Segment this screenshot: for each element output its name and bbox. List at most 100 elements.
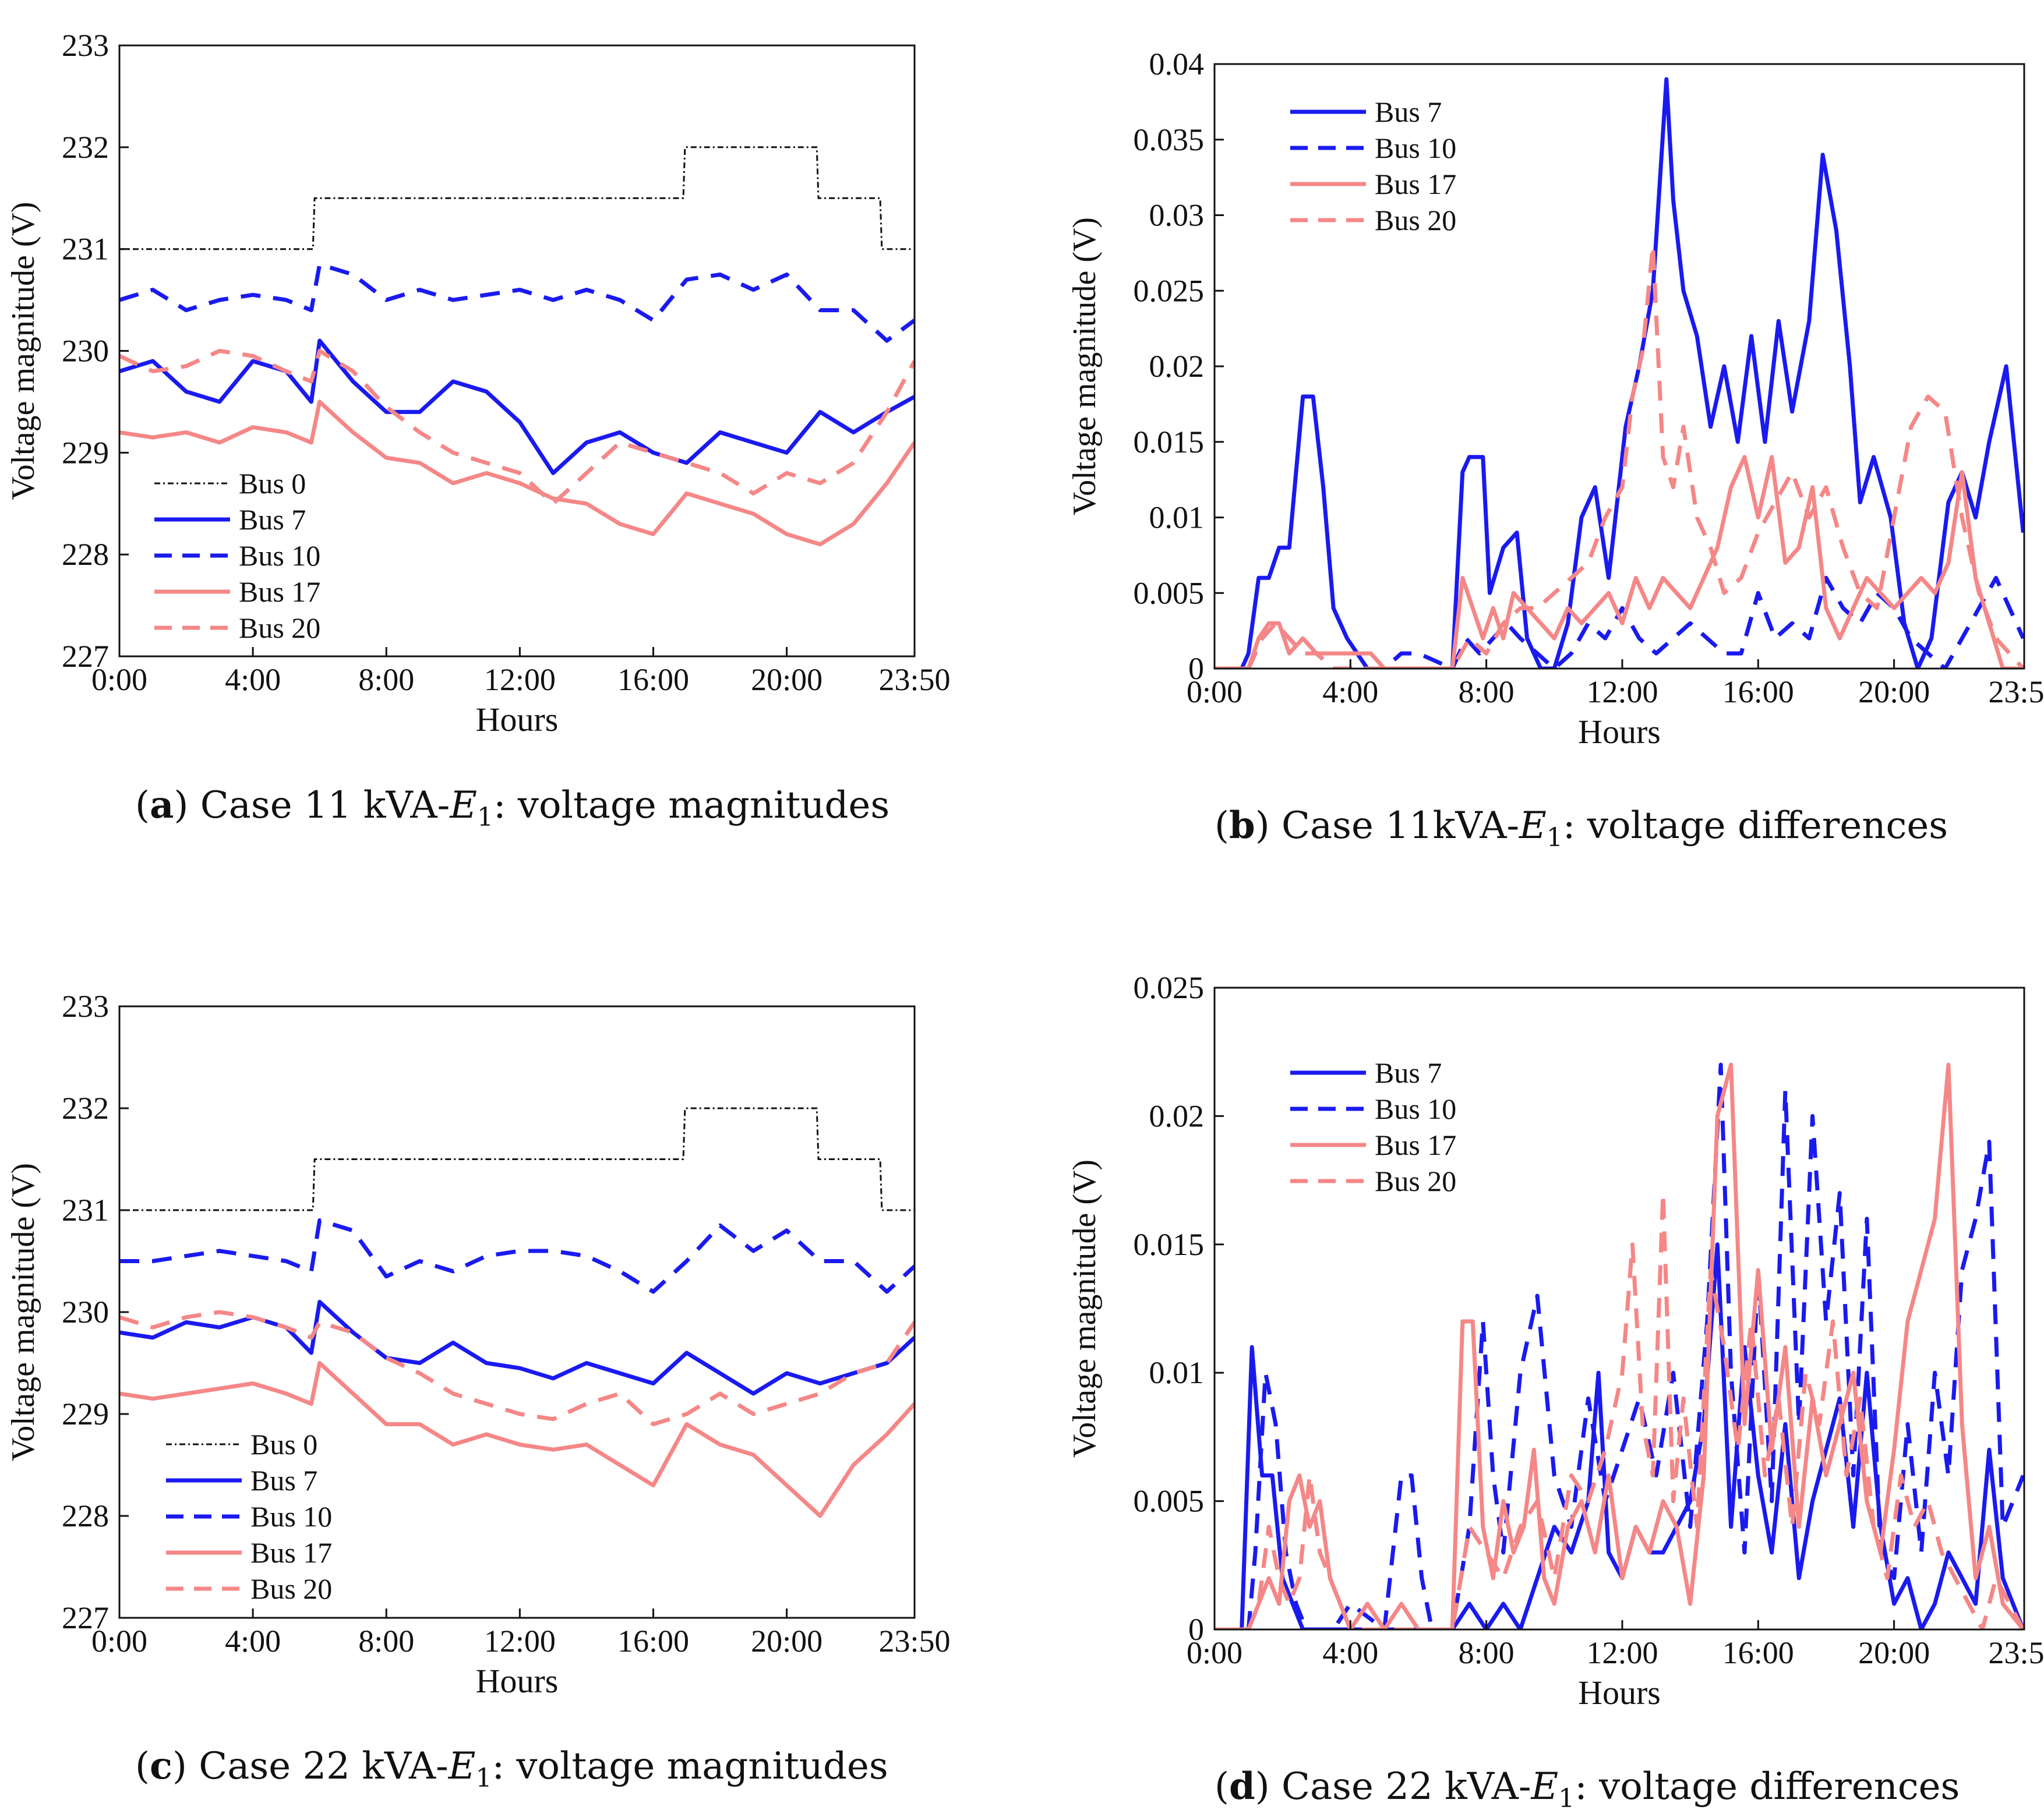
y-tick-label: 230 [62, 1295, 109, 1330]
x-tick-label: 23:50 [1988, 674, 2044, 709]
series-line-bus-7 [1215, 1242, 2024, 1629]
y-tick-label: 0.025 [1134, 970, 1205, 1005]
caption-d: (d) Case 22 kVA-E1: voltage differences [1215, 1765, 1960, 1814]
x-tick-label: 4:00 [225, 1624, 281, 1659]
y-tick-label: 227 [62, 1600, 109, 1635]
series-line-bus-20 [1215, 1191, 2024, 1629]
caption-b: (b) Case 11kVA-E1: voltage differences [1215, 804, 1948, 853]
x-tick-label: 20:00 [751, 1624, 822, 1659]
panel-d-voltage-differences-22kva: 0:00 4:00 8:00 12:00 16:00 20:00 23:50 0 0.005 0.… [1067, 970, 2044, 1712]
y-tick-label: 0.015 [1134, 1227, 1205, 1262]
legend-label: Bus 17 [239, 575, 320, 608]
y-tick-label: 0.025 [1134, 273, 1205, 308]
panel-a-voltage-magnitudes-11kva: 0:00 4:00 8:00 12:00 16:00 20:00 23:50 227 228 22… [5, 28, 951, 738]
x-tick-label: 20:00 [1858, 1635, 1930, 1670]
y-tick-label: 0.015 [1134, 425, 1205, 459]
x-tick-label: 8:00 [1459, 1635, 1515, 1670]
y-axis-label: Voltage magnitude (V) [5, 202, 41, 500]
series-line-bus-17 [119, 1361, 915, 1518]
y-axis-label: Voltage magnitude (V) [1067, 217, 1103, 515]
legend-label: Bus 17 [1375, 168, 1456, 200]
y-tick-label: 227 [62, 639, 109, 674]
legend-label: Bus 17 [250, 1536, 332, 1569]
series-line-bus-0 [119, 146, 915, 250]
x-tick-label: 12:00 [1586, 1635, 1658, 1670]
x-tick-label: 4:00 [225, 662, 281, 697]
y-tick-label: 0.03 [1149, 198, 1205, 233]
series-line-bus-7 [1215, 77, 2024, 669]
plot-area-frame [1213, 63, 2025, 670]
legend-label: Bus 17 [1375, 1129, 1456, 1161]
x-tick-label: 12:00 [484, 662, 556, 697]
y-tick-label: 0.04 [1149, 47, 1205, 82]
x-axis-label: Hours [476, 1662, 559, 1700]
x-tick-label: 23:50 [878, 1624, 950, 1659]
caption-a: (a) Case 11 kVA-E1: voltage magnitudes [135, 783, 890, 832]
y-tick-label: 230 [62, 334, 109, 369]
panel-c-voltage-magnitudes-22kva: 0:00 4:00 8:00 12:00 16:00 20:00 23:50 227 228 22… [5, 989, 951, 1700]
x-tick-label: 0:00 [1187, 1635, 1242, 1670]
x-tick-label: 8:00 [358, 662, 414, 697]
y-tick-label: 0.02 [1149, 349, 1205, 384]
legend-label: Bus 7 [239, 503, 306, 536]
x-tick-label: 23:50 [1988, 1635, 2044, 1670]
y-tick-label: 231 [62, 232, 109, 267]
y-tick-label: 228 [62, 1498, 109, 1533]
series-line-bus-10 [1215, 1062, 2024, 1629]
panel-b-voltage-differences-11kva: 0:00 4:00 8:00 12:00 16:00 20:00 23:50 0 0.005 0.… [1067, 47, 2044, 751]
x-tick-label: 12:00 [1586, 674, 1658, 709]
x-tick-label: 16:00 [617, 662, 689, 697]
series-line-bus-20 [1215, 243, 2024, 669]
legend: Bus 7 Bus 10 Bus 17 Bus 20 [1290, 1056, 1456, 1197]
series-group [119, 1107, 915, 1518]
y-axis-label: Voltage magnitude (V) [5, 1163, 41, 1461]
series-group [1215, 1062, 2024, 1629]
legend-label: Bus 20 [1375, 204, 1456, 236]
series-line-bus-17 [119, 400, 915, 547]
plot-area-frame [118, 1005, 916, 1619]
legend-label: Bus 10 [239, 539, 320, 572]
y-tick-label: 233 [62, 28, 109, 63]
legend-label: Bus 20 [239, 611, 320, 644]
legend-label: Bus 20 [1375, 1165, 1456, 1197]
x-tick-label: 23:50 [878, 662, 950, 697]
legend-label: Bus 10 [1375, 1093, 1456, 1125]
series-group [1215, 77, 2024, 669]
y-tick-label: 0.01 [1149, 500, 1205, 535]
y-tick-label: 233 [62, 989, 109, 1024]
x-tick-label: 0:00 [91, 1624, 147, 1659]
x-axis-label: Hours [1578, 713, 1661, 751]
series-line-bus-7 [119, 338, 915, 475]
y-tick-label: 0.02 [1149, 1098, 1205, 1133]
legend-label: Bus 20 [250, 1572, 332, 1605]
y-tick-label: 229 [62, 435, 109, 470]
series-line-bus-17 [1215, 1062, 2024, 1629]
legend-label: Bus 7 [1375, 1056, 1442, 1089]
y-tick-label: 232 [62, 1091, 109, 1126]
x-axis-label: Hours [1578, 1674, 1661, 1712]
y-tick-label: 0 [1188, 1612, 1204, 1647]
series-line-bus-20 [119, 349, 915, 506]
x-tick-label: 16:00 [1722, 674, 1794, 709]
y-tick-label: 231 [62, 1193, 109, 1228]
y-tick-label: 0.01 [1149, 1355, 1205, 1390]
x-tick-label: 0:00 [91, 662, 147, 697]
series-line-bus-10 [119, 262, 915, 343]
y-tick-label: 0.005 [1134, 1484, 1205, 1519]
x-tick-label: 20:00 [1858, 674, 1930, 709]
legend-label: Bus 7 [1375, 96, 1442, 128]
x-tick-label: 12:00 [484, 1624, 556, 1659]
legend-label: Bus 7 [250, 1464, 317, 1497]
series-line-bus-17 [1215, 455, 2024, 669]
series-line-bus-7 [119, 1300, 915, 1396]
y-axis-label: Voltage magnitude (V) [1067, 1160, 1103, 1458]
x-tick-label: 8:00 [1459, 674, 1515, 709]
legend-label: Bus 10 [1375, 132, 1456, 164]
x-tick-label: 20:00 [751, 662, 822, 697]
y-tick-label: 0.035 [1134, 122, 1205, 157]
legend-label: Bus 10 [250, 1500, 332, 1533]
legend-label: Bus 0 [250, 1428, 317, 1461]
